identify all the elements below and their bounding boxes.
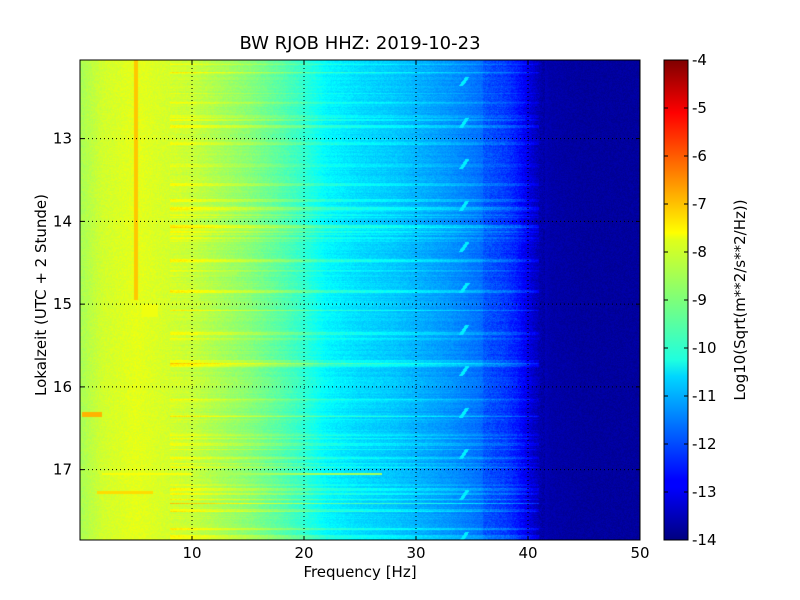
colorbar-tick-label: -9 bbox=[692, 291, 707, 309]
colorbar-tick-label: -5 bbox=[692, 99, 707, 117]
colorbar: -4 -5 -6 -7 -8 -9 -10 -11 -12 -13 -14 Log10(Sqrt(m… bbox=[663, 51, 749, 549]
x-tick-label: 50 bbox=[630, 544, 649, 562]
x-axis-label: Frequency [Hz] bbox=[303, 563, 416, 581]
colorbar-tick-label: -4 bbox=[692, 51, 707, 69]
spectrogram-heatmap bbox=[80, 60, 640, 540]
colorbar-tick-label: -11 bbox=[692, 387, 717, 405]
colorbar-tick-label: -14 bbox=[692, 531, 717, 549]
grid-lines bbox=[80, 60, 640, 540]
y-tick-label: 15 bbox=[53, 295, 72, 313]
colorbar-tick-label: -8 bbox=[692, 243, 707, 261]
x-tick-label: 20 bbox=[294, 544, 313, 562]
x-tick-label: 10 bbox=[182, 544, 201, 562]
x-tick-label: 30 bbox=[406, 544, 425, 562]
colorbar-ticks: -4 -5 -6 -7 -8 -9 -10 -11 -12 -13 -14 bbox=[664, 51, 717, 549]
y-axis-label: Lokalzeit (UTC + 2 Stunde) bbox=[32, 194, 50, 396]
y-tick-label: 13 bbox=[53, 130, 72, 148]
y-tick-label: 17 bbox=[53, 461, 72, 479]
spectrogram-image-holder bbox=[80, 60, 640, 540]
x-axis: 10 20 30 40 50 bbox=[182, 60, 650, 562]
colorbar-label: Log10(Sqrt(m**2/s**2/Hz)) bbox=[731, 199, 749, 400]
y-tick-label: 16 bbox=[53, 378, 72, 396]
x-tick-label: 40 bbox=[518, 544, 537, 562]
y-axis: 13 14 15 16 17 bbox=[53, 130, 640, 479]
chart-title: BW RJOB HHZ: 2019-10-23 bbox=[239, 33, 480, 54]
plot-frame bbox=[79, 59, 641, 541]
plot-area bbox=[79, 59, 641, 541]
y-tick-label: 14 bbox=[53, 212, 72, 230]
colorbar-tick-label: -6 bbox=[692, 147, 707, 165]
colorbar-tick-label: -12 bbox=[692, 435, 717, 453]
colorbar-tick-label: -7 bbox=[692, 195, 707, 213]
colorbar-tick-label: -13 bbox=[692, 483, 717, 501]
colorbar-tick-label: -10 bbox=[692, 339, 717, 357]
